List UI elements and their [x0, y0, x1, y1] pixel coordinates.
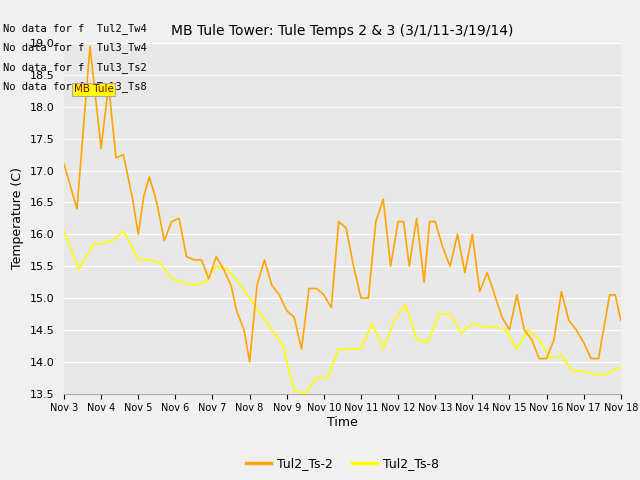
Text: No data for f  Tul3_Ts2: No data for f Tul3_Ts2: [3, 61, 147, 72]
Tul2_Ts-8: [301, 391, 309, 396]
Tul2_Ts-8: [435, 311, 443, 317]
Tul2_Ts-2: [134, 231, 142, 237]
Title: MB Tule Tower: Tule Temps 2 & 3 (3/1/11-3/19/14): MB Tule Tower: Tule Temps 2 & 3 (3/1/11-…: [172, 24, 513, 38]
Y-axis label: Temperature (C): Temperature (C): [11, 168, 24, 269]
Tul2_Ts-8: [335, 346, 342, 352]
Tul2_Ts-2: [86, 44, 94, 49]
Tul2_Ts-8: [591, 372, 598, 377]
Tul2_Ts-2: [446, 264, 454, 269]
Tul2_Ts-2: [431, 219, 439, 225]
X-axis label: Time: Time: [327, 416, 358, 429]
Text: No data for f  Tul3_Tw4: No data for f Tul3_Tw4: [3, 42, 147, 53]
Line: Tul2_Ts-8: Tul2_Ts-8: [64, 231, 621, 394]
Tul2_Ts-2: [60, 161, 68, 167]
Tul2_Ts-2: [372, 219, 380, 225]
Tul2_Ts-8: [413, 336, 420, 342]
Tul2_Ts-8: [617, 365, 625, 371]
Text: No data for f  Tul2_Tw4: No data for f Tul2_Tw4: [3, 23, 147, 34]
Text: No data for f  Tul3_Ts8: No data for f Tul3_Ts8: [3, 81, 147, 92]
Tul2_Ts-8: [257, 311, 264, 317]
Tul2_Ts-2: [520, 327, 528, 333]
Tul2_Ts-2: [275, 292, 283, 298]
Line: Tul2_Ts-2: Tul2_Ts-2: [64, 47, 621, 362]
Text: MB Tule: MB Tule: [74, 84, 113, 94]
Tul2_Ts-8: [108, 238, 116, 243]
Legend: Tul2_Ts-2, Tul2_Ts-8: Tul2_Ts-2, Tul2_Ts-8: [241, 453, 444, 475]
Tul2_Ts-2: [246, 359, 253, 365]
Tul2_Ts-2: [617, 317, 625, 323]
Tul2_Ts-8: [60, 228, 68, 234]
